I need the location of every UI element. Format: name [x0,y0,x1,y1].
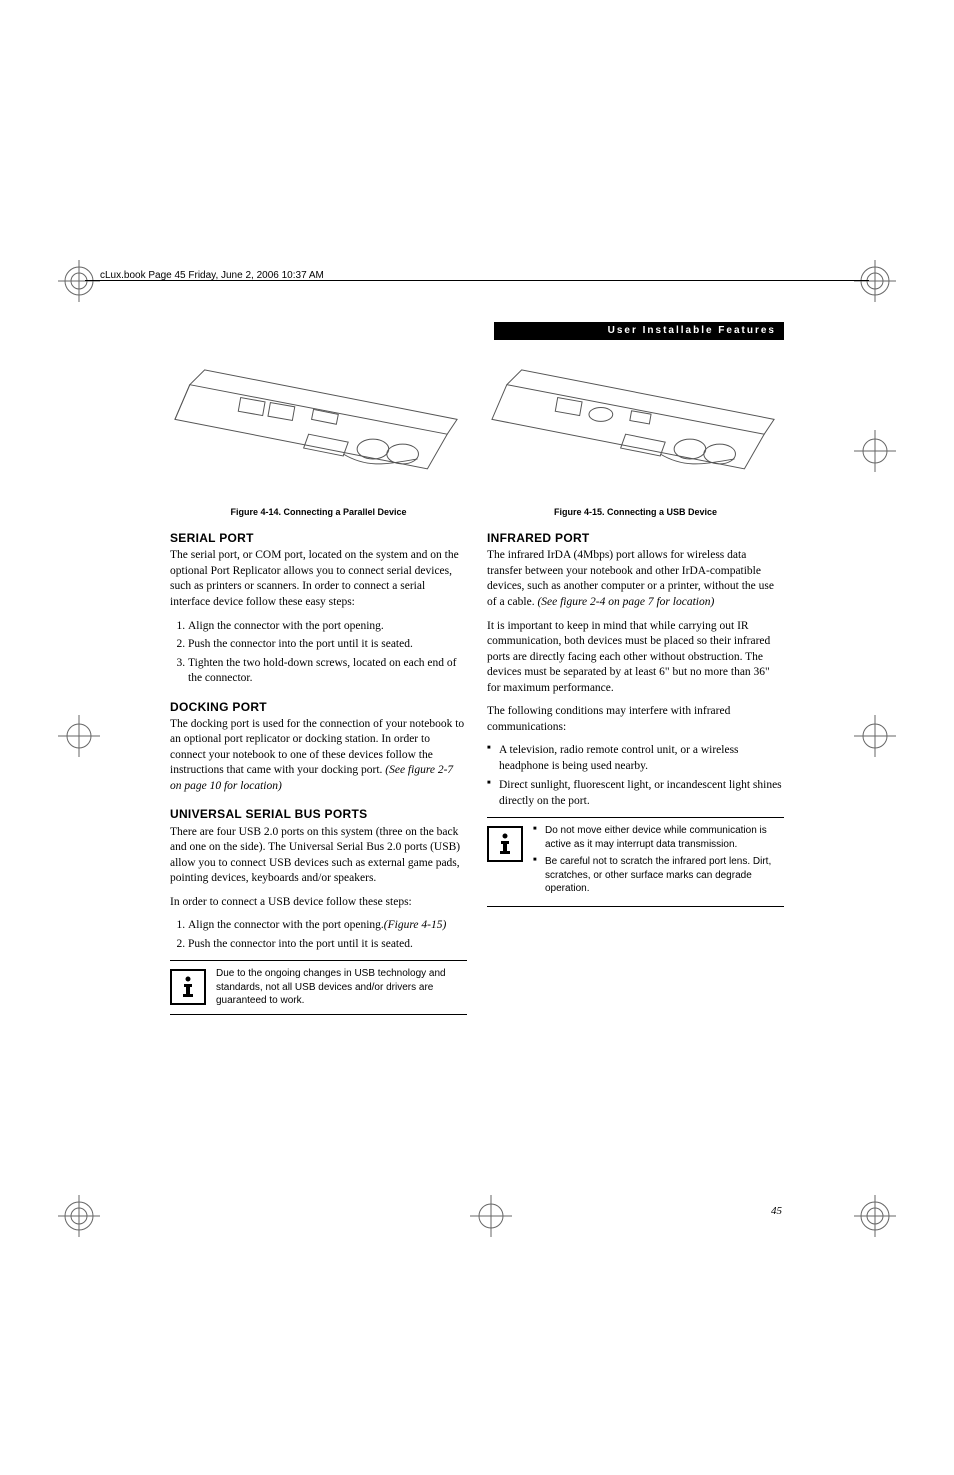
infrared-heading: INFRARED PORT [487,530,784,546]
infrared-bullet-1: A television, radio remote control unit,… [487,743,784,774]
usb-info-text: Due to the ongoing changes in USB techno… [216,967,467,1008]
infrared-para3: The following conditions may interfere w… [487,704,784,735]
crop-mark-bc [470,1195,512,1237]
info-icon [487,826,523,862]
docking-port-para: The docking port is used for the connect… [170,717,467,795]
infrared-bullets: A television, radio remote control unit,… [487,743,784,809]
crop-mark-mr2 [854,715,896,757]
usb-info-box: Due to the ongoing changes in USB techno… [170,960,467,1015]
crop-mark-ml [58,715,100,757]
figure-4-15-caption: Figure 4-15. Connecting a USB Device [487,506,784,518]
usb-steps: Align the connector with the port openin… [170,918,467,952]
figure-4-14-caption: Figure 4-14. Connecting a Parallel Devic… [170,506,467,518]
docking-port-heading: DOCKING PORT [170,699,467,715]
infrared-info-1: Do not move either device while communic… [533,824,784,851]
figure-4-14-diagram [170,355,467,494]
serial-port-para: The serial port, or COM port, located on… [170,548,467,610]
crop-mark-br [854,1195,896,1237]
usb-para1: There are four USB 2.0 ports on this sys… [170,825,467,887]
infrared-info-content: Do not move either device while communic… [533,824,784,900]
serial-step-3: Tighten the two hold-down screws, locate… [188,656,467,687]
usb-heading: UNIVERSAL SERIAL BUS PORTS [170,806,467,822]
usb-para2: In order to connect a USB device follow … [170,895,467,911]
infrared-para1: The infrared IrDA (4Mbps) port allows fo… [487,548,784,610]
usb-step-1: Align the connector with the port openin… [188,918,467,934]
serial-port-steps: Align the connector with the port openin… [170,619,467,687]
page-number: 45 [771,1205,782,1217]
usb-step-2: Push the connector into the port until i… [188,937,467,953]
infrared-info-2: Be careful not to scratch the infrared p… [533,855,784,896]
figure-4-15-diagram [487,355,784,494]
section-header-bar: User Installable Features [494,322,784,340]
info-icon [170,969,206,1005]
running-header: cLux.book Page 45 Friday, June 2, 2006 1… [100,270,324,281]
crop-mark-tr [854,260,896,302]
crop-mark-mr1 [854,430,896,472]
infrared-para2: It is important to keep in mind that whi… [487,619,784,697]
crop-mark-bl [58,1195,100,1237]
serial-step-2: Push the connector into the port until i… [188,637,467,653]
serial-step-1: Align the connector with the port openin… [188,619,467,635]
left-column: Figure 4-14. Connecting a Parallel Devic… [170,350,467,1023]
infrared-bullet-2: Direct sunlight, fluorescent light, or i… [487,778,784,809]
right-column: Figure 4-15. Connecting a USB Device INF… [487,350,784,1023]
serial-port-heading: SERIAL PORT [170,530,467,546]
infrared-info-box: Do not move either device while communic… [487,817,784,907]
crop-mark-tl [58,260,100,302]
